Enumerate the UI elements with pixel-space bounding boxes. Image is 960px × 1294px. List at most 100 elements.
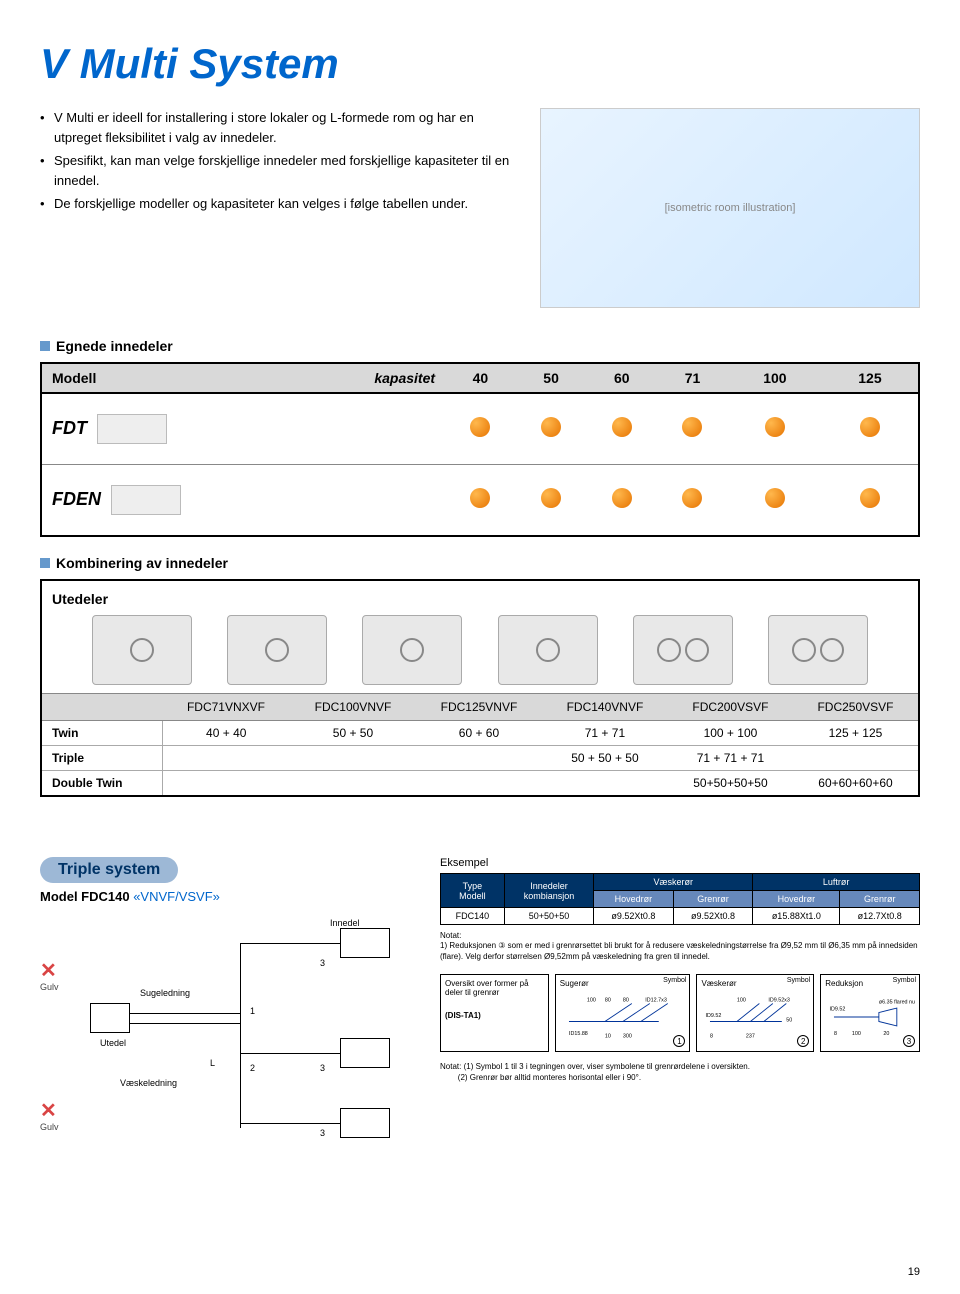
komb-heading: Kombinering av innedeler — [40, 555, 920, 571]
outdoor-units-row — [52, 615, 908, 685]
dot-cell — [516, 393, 587, 465]
komb-cell — [793, 746, 918, 771]
unit-thumb — [111, 485, 181, 515]
kapasitet-header: kapasitet — [221, 363, 445, 393]
innedel-box — [340, 928, 390, 958]
eksempel-table: TypeModell Innedelerkombiansjon Væskerør… — [440, 873, 920, 925]
cap-col: 50 — [516, 363, 587, 393]
ex-subheader: Grenrør — [840, 891, 920, 908]
komb-cell — [542, 771, 668, 796]
model-row-label: FDEN — [41, 465, 445, 537]
bottom-notat: Notat: (1) Symbol 1 til 3 i tegningen ov… — [440, 1062, 920, 1083]
vaeskeror-diagram: ID9.52x3 ID9.52 100 237 50 8 — [701, 992, 809, 1042]
komb-cell: 40 + 40 — [162, 721, 290, 746]
unit-header: FDC200VSVF — [668, 694, 793, 721]
outdoor-unit-thumb — [633, 615, 733, 685]
outdoor-unit-thumb — [227, 615, 327, 685]
svg-text:8: 8 — [710, 1034, 713, 1040]
komb-cell: 125 + 125 — [793, 721, 918, 746]
dot-cell — [657, 465, 728, 537]
ex-cell: ø9.52Xt0.8 — [594, 908, 674, 925]
ex-subheader: Hovedrør — [594, 891, 674, 908]
innedel-box — [340, 1038, 390, 1068]
cap-col: 40 — [445, 363, 516, 393]
svg-text:50: 50 — [787, 1018, 793, 1024]
triple-system-pill: Triple system — [40, 857, 178, 883]
svg-text:80: 80 — [623, 998, 629, 1004]
komb-cell: 71 + 71 — [542, 721, 668, 746]
unit-header: FDC140VNVF — [542, 694, 668, 721]
komb-cell — [416, 771, 542, 796]
ex-cell: ø12.7Xt0.8 — [840, 908, 920, 925]
gulv-label: Gulv — [40, 1122, 59, 1132]
cap-col: 71 — [657, 363, 728, 393]
egnede-heading: Egnede innedeler — [40, 338, 920, 354]
svg-text:100: 100 — [587, 998, 596, 1004]
dot-cell — [586, 465, 657, 537]
komb-box: Utedeler FDC71VNXVF FDC100VNVF FDC125VNV… — [40, 579, 920, 797]
dot-cell — [728, 393, 822, 465]
komb-cell: 60 + 60 — [416, 721, 542, 746]
utedeler-label: Utedeler — [52, 591, 908, 607]
komb-cell — [290, 746, 416, 771]
intro-bullet: Spesifikt, kan man velge forskjellige in… — [40, 151, 520, 190]
svg-text:100: 100 — [852, 1031, 861, 1037]
svg-text:80: 80 — [605, 998, 611, 1004]
komb-cell — [162, 771, 290, 796]
komb-blank-header — [42, 694, 162, 721]
outdoor-unit-thumb — [92, 615, 192, 685]
dis-sugeror-cell: Symbol Sugerør ID15.88 100 80 80 ID12.7x… — [555, 974, 691, 1052]
dot-cell — [728, 465, 822, 537]
x-icon: ✕ — [40, 958, 57, 983]
svg-text:237: 237 — [746, 1034, 755, 1040]
ex-cell: ø15.88Xt1.0 — [753, 908, 840, 925]
komb-row-label: Twin — [42, 721, 162, 746]
outdoor-unit-thumb — [362, 615, 462, 685]
ex-vaeskeror-header: Væskerør — [594, 874, 753, 891]
komb-row-label: Double Twin — [42, 771, 162, 796]
dot-cell — [516, 465, 587, 537]
cap-col: 100 — [728, 363, 822, 393]
unit-thumb — [97, 414, 167, 444]
ex-type-header: TypeModell — [441, 874, 505, 908]
isometric-illustration: [isometric room illustration] — [540, 108, 920, 308]
cap-col: 125 — [822, 363, 919, 393]
komb-table: FDC71VNXVF FDC100VNVF FDC125VNVF FDC140V… — [42, 693, 918, 795]
dis-reduksjon-cell: Symbol Reduksjon ID9.52 ø6.35 flared nut… — [820, 974, 920, 1052]
svg-text:8: 8 — [834, 1031, 837, 1037]
svg-text:ID9.52x3: ID9.52x3 — [769, 998, 791, 1004]
dot-cell — [445, 393, 516, 465]
dot-cell — [822, 465, 919, 537]
innedel-box — [340, 1108, 390, 1138]
l-label: L — [210, 1058, 215, 1068]
triple-right-col: Eksempel TypeModell Innedelerkombiansjon… — [440, 857, 920, 1148]
dot-cell — [822, 393, 919, 465]
ex-luftror-header: Luftrør — [753, 874, 920, 891]
svg-text:300: 300 — [623, 1034, 632, 1040]
innedel-label: Innedel — [330, 918, 360, 928]
intro-bullet: V Multi er ideell for installering i sto… — [40, 108, 520, 147]
cap-col: 60 — [586, 363, 657, 393]
egnede-table: Modell kapasitet 40 50 60 71 100 125 FDT… — [40, 362, 920, 537]
unit-header: FDC125VNVF — [416, 694, 542, 721]
dis-vaeskeror-cell: Symbol Væskerør ID9.52x3 ID9.52 100 237 … — [696, 974, 814, 1052]
triple-model-line: Model FDC140 «VNVF/VSVF» — [40, 889, 420, 904]
triple-piping-diagram: ✕ Gulv ✕ Gulv Utedel Sugeledning Væskele… — [40, 918, 420, 1148]
eksempel-heading: Eksempel — [440, 857, 920, 869]
outdoor-unit-thumb — [498, 615, 598, 685]
model-row-label: FDT — [41, 393, 445, 465]
svg-text:ID9.52: ID9.52 — [830, 1007, 846, 1013]
notat-block: Notat: 1) Reduksjonen ③ som er med i gre… — [440, 931, 920, 962]
svg-text:ø6.35 flared nut: ø6.35 flared nut — [879, 1000, 915, 1006]
page-number: 19 — [908, 1266, 920, 1278]
vaeskeledning-label: Væskeledning — [120, 1078, 177, 1088]
utedel-label: Utedel — [100, 1038, 126, 1048]
svg-text:ID15.88: ID15.88 — [569, 1031, 588, 1037]
komb-cell: 60+60+60+60 — [793, 771, 918, 796]
svg-text:10: 10 — [605, 1034, 611, 1040]
intro-row: V Multi er ideell for installering i sto… — [40, 108, 920, 308]
dis-row: Oversikt over former på deler til grenrø… — [440, 974, 920, 1052]
x-icon: ✕ — [40, 1098, 57, 1123]
unit-header: FDC71VNXVF — [162, 694, 290, 721]
ex-subheader: Grenrør — [673, 891, 753, 908]
